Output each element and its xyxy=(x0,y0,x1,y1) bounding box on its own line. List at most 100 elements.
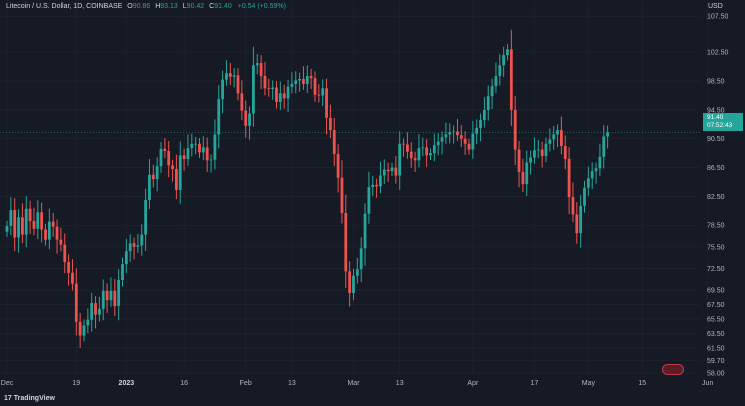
candle-body xyxy=(74,283,78,322)
candle-body xyxy=(232,75,236,77)
candle-body xyxy=(425,147,429,156)
time-tick-label: May xyxy=(582,380,596,387)
time-axis[interactable]: Dec 19 2023 16 Feb 13 Mar 13 Apr 17 May 15 Jun xyxy=(1,380,714,387)
price-tick-label: 65.50 xyxy=(707,316,725,323)
candle-body xyxy=(13,210,17,238)
candle-body xyxy=(40,212,44,230)
candle-body xyxy=(151,174,155,180)
candle-body xyxy=(47,221,51,240)
candle-body xyxy=(594,168,598,172)
scroll-to-realtime-button[interactable] xyxy=(662,364,684,375)
candle-body xyxy=(560,130,563,146)
candle-body xyxy=(255,63,259,66)
candle-body xyxy=(305,76,309,84)
candle-body xyxy=(198,143,201,153)
candle-body xyxy=(82,325,86,336)
candle-body xyxy=(536,149,540,151)
currency-label[interactable]: USD xyxy=(708,3,723,10)
candle-body xyxy=(59,239,63,245)
time-tick-label: Dec xyxy=(1,380,14,387)
candle-body xyxy=(417,148,421,161)
candle-body xyxy=(194,143,198,145)
change-value: +0.54 (+0.59%) xyxy=(237,3,286,10)
candle-body xyxy=(402,143,405,145)
candle-body xyxy=(148,174,151,201)
price-tick-label: 90.50 xyxy=(707,136,725,143)
candle-body xyxy=(317,94,321,96)
candle-body xyxy=(32,220,36,229)
close-value: 91.40 xyxy=(214,3,232,10)
candle-body xyxy=(86,319,90,326)
price-tick-label: 58.00 xyxy=(707,371,725,378)
candle-body xyxy=(471,133,475,150)
candle-body xyxy=(128,243,132,252)
candle-body xyxy=(571,197,575,215)
candle-body xyxy=(163,148,167,151)
candle-body xyxy=(132,243,136,247)
time-tick-label: 2023 xyxy=(119,380,135,387)
candle-body xyxy=(598,156,602,169)
time-tick-label: 13 xyxy=(288,380,296,387)
candle-body xyxy=(78,321,82,336)
candle-body xyxy=(98,308,101,315)
candle-body xyxy=(51,221,55,227)
candle-body xyxy=(90,303,94,320)
open-value: 90.86 xyxy=(132,3,151,10)
candle-body xyxy=(329,117,332,131)
candle-body xyxy=(506,49,509,56)
candle-body xyxy=(124,251,128,265)
candle-body xyxy=(105,290,109,301)
candle-body xyxy=(552,134,556,140)
bar-countdown: 07:52:43 xyxy=(707,122,733,129)
candle-body xyxy=(67,261,70,273)
candle-body xyxy=(413,158,417,161)
candle-body xyxy=(9,210,13,226)
candle-body xyxy=(379,175,382,187)
candle-body xyxy=(24,208,28,235)
close-label: C xyxy=(209,3,215,10)
time-tick-label: Apr xyxy=(467,380,479,387)
candle-body xyxy=(201,147,205,153)
candle-body xyxy=(355,269,359,276)
candle-body xyxy=(244,110,248,126)
candle-body xyxy=(352,275,355,293)
candle-body xyxy=(209,159,213,161)
candle-body xyxy=(190,143,194,149)
candle-body xyxy=(275,87,278,102)
open-label: O xyxy=(127,3,133,10)
price-tick-label: 86.50 xyxy=(707,165,725,172)
high-label: H xyxy=(155,3,161,10)
candle-body xyxy=(236,75,240,94)
candle-body xyxy=(429,153,432,156)
candle-body xyxy=(390,167,394,172)
price-tick-label: 72.50 xyxy=(707,266,725,273)
candle-body xyxy=(140,234,144,246)
price-axis[interactable]: 107.50 102.50 98.50 94.50 90.50 86.50 82.50 78.… xyxy=(707,14,729,378)
candle-body xyxy=(398,143,402,176)
time-tick-label: 17 xyxy=(531,380,539,387)
symbol-title: Litecoin / U.S. Dollar, 1D, COINBASE xyxy=(6,3,123,10)
candle-body xyxy=(113,290,117,306)
candle-body xyxy=(109,290,113,301)
candle-body xyxy=(167,150,171,166)
candle-body xyxy=(509,49,513,110)
candle-body xyxy=(463,138,467,144)
last-price-value: 91.40 xyxy=(707,114,724,121)
candle-body xyxy=(240,93,244,111)
tradingview-logo[interactable]: 17 TradingView xyxy=(4,395,55,402)
price-tick-label: 75.50 xyxy=(707,244,725,251)
candle-body xyxy=(263,76,267,89)
time-tick-label: 16 xyxy=(180,380,188,387)
low-label: L xyxy=(182,3,187,10)
candle-body xyxy=(367,187,371,214)
price-tick-label: 102.50 xyxy=(707,50,729,57)
candle-body xyxy=(259,63,263,77)
price-tick-label: 63.50 xyxy=(707,331,725,338)
time-tick-label: 13 xyxy=(396,380,404,387)
candle-body xyxy=(336,153,340,178)
candle-body xyxy=(182,155,186,159)
price-tick-label: 78.50 xyxy=(707,223,725,230)
candle-body xyxy=(267,88,271,90)
candle-body xyxy=(332,130,336,154)
